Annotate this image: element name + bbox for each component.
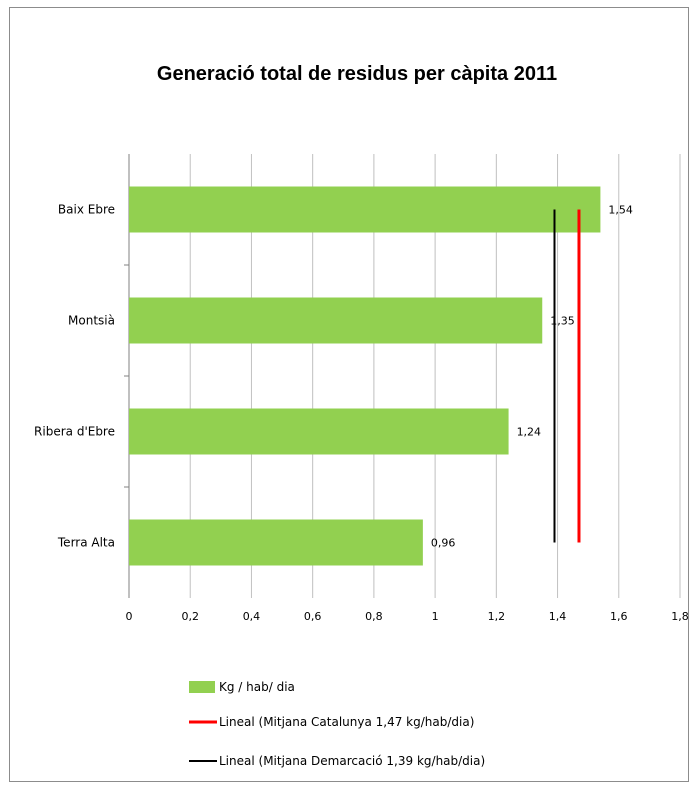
legend-label: Kg / hab/ dia (219, 680, 295, 694)
data-label: 1,35 (550, 315, 575, 328)
x-tick-label: 1,6 (610, 610, 628, 623)
x-tick-label: 1,8 (671, 610, 689, 623)
legend: Kg / hab/ dia Lineal (Mitjana Catalunya 1… (189, 680, 485, 768)
category-label: Montsià (68, 314, 115, 328)
labels: 0 0,2 0,4 0,6 0,8 1 1,2 1,4 1,6 1,8 Baix Ebre 1,54 M… (34, 203, 689, 624)
chart-title: Generació total de residus per càpita 20… (157, 63, 557, 85)
x-tick-label: 0,6 (304, 610, 322, 623)
category-label: Terra Alta (57, 536, 115, 550)
chart-frame (9, 7, 689, 782)
x-tick-label: 1 (432, 610, 439, 623)
data-label: 1,54 (608, 204, 633, 217)
legend-label: Lineal (Mitjana Catalunya 1,47 kg/hab/di… (219, 715, 474, 729)
bar (129, 186, 601, 233)
legend-swatch (189, 681, 215, 693)
category-label: Baix Ebre (58, 203, 115, 217)
legend-label: Lineal (Mitjana Demarcació 1,39 kg/hab/d… (219, 754, 485, 768)
x-tick-label: 1,2 (488, 610, 506, 623)
category-label: Ribera d'Ebre (34, 425, 115, 439)
x-tick-label: 0,2 (181, 610, 199, 623)
bar (129, 519, 423, 566)
bars (129, 186, 601, 566)
reference-lines (553, 209, 581, 543)
x-tick-label: 0,8 (365, 610, 383, 623)
data-label: 1,24 (517, 426, 542, 439)
x-tick-label: 0,4 (243, 610, 261, 623)
data-label: 0,96 (431, 537, 456, 550)
x-tick-label: 1,4 (549, 610, 567, 623)
bar (129, 297, 543, 344)
bar (129, 408, 509, 455)
x-tick-label: 0 (126, 610, 133, 623)
axes (124, 154, 130, 598)
